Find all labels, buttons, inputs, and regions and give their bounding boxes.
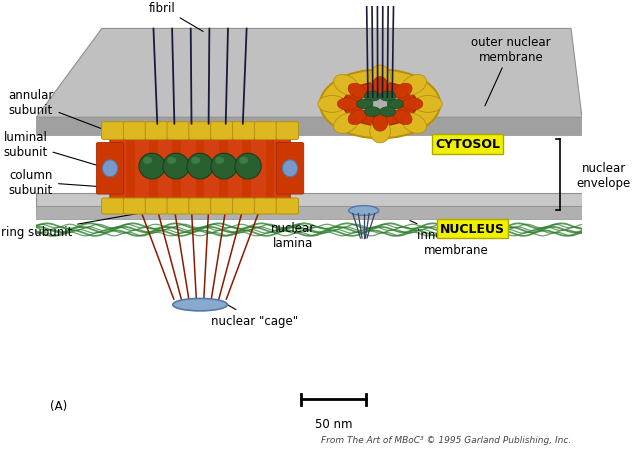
Polygon shape [37,193,582,207]
Ellipse shape [401,114,427,134]
Polygon shape [37,207,582,220]
Ellipse shape [364,107,380,117]
Bar [149,136,158,202]
Ellipse shape [372,115,387,132]
Text: nuclear
envelope: nuclear envelope [576,161,631,189]
Ellipse shape [348,110,367,125]
Ellipse shape [173,299,228,311]
Ellipse shape [318,96,346,113]
Text: luminal
subunit: luminal subunit [3,131,105,168]
Ellipse shape [394,84,412,99]
Ellipse shape [187,154,213,179]
Bar [126,136,135,202]
FancyBboxPatch shape [210,198,233,215]
Ellipse shape [364,92,380,102]
Ellipse shape [370,66,391,89]
FancyBboxPatch shape [110,129,290,209]
Ellipse shape [163,154,189,179]
Ellipse shape [343,83,417,126]
Ellipse shape [387,100,404,110]
Ellipse shape [380,92,396,102]
Ellipse shape [320,70,440,139]
Ellipse shape [337,98,358,111]
Text: ring subunit: ring subunit [1,209,164,239]
Bar [173,136,181,202]
Text: annular
subunit: annular subunit [8,88,116,135]
Text: outer nuclear
membrane: outer nuclear membrane [471,36,551,106]
FancyBboxPatch shape [123,198,146,215]
FancyBboxPatch shape [167,198,190,215]
Text: column
subunit: column subunit [9,168,121,196]
FancyBboxPatch shape [102,198,124,215]
Text: From The Art of MBoC³ © 1995 Garland Publishing, Inc.: From The Art of MBoC³ © 1995 Garland Pub… [321,435,571,444]
Ellipse shape [139,154,165,179]
Text: CYTOSOL: CYTOSOL [435,138,500,151]
FancyBboxPatch shape [167,122,190,140]
Ellipse shape [334,114,358,134]
FancyBboxPatch shape [189,198,211,215]
Ellipse shape [235,154,261,179]
Text: nuclear "cage": nuclear "cage" [211,303,298,327]
Text: (A): (A) [50,400,67,413]
FancyBboxPatch shape [233,198,255,215]
Text: nuclear
lamina: nuclear lamina [270,221,315,249]
Bar [242,136,251,202]
Text: inner nuclear
membrane: inner nuclear membrane [410,221,495,256]
Ellipse shape [283,161,298,177]
Polygon shape [37,118,582,136]
Text: 50 nm: 50 nm [315,417,353,430]
Ellipse shape [239,157,248,165]
Ellipse shape [191,157,200,165]
Ellipse shape [360,93,399,116]
Ellipse shape [143,157,152,165]
Ellipse shape [349,206,379,216]
FancyBboxPatch shape [145,198,167,215]
FancyBboxPatch shape [102,122,124,140]
Ellipse shape [380,107,396,117]
Ellipse shape [401,75,427,96]
Ellipse shape [414,96,442,113]
Ellipse shape [348,84,367,99]
Ellipse shape [102,161,118,177]
Ellipse shape [334,75,358,96]
Ellipse shape [402,98,423,111]
FancyBboxPatch shape [210,122,233,140]
Ellipse shape [370,120,391,143]
FancyBboxPatch shape [233,122,255,140]
FancyBboxPatch shape [189,122,211,140]
FancyBboxPatch shape [276,122,298,140]
Polygon shape [37,29,582,118]
Ellipse shape [372,78,387,94]
Bar [265,136,274,202]
FancyBboxPatch shape [276,143,304,195]
Bar [219,136,228,202]
Ellipse shape [211,154,237,179]
FancyBboxPatch shape [276,198,298,215]
Ellipse shape [167,157,176,165]
FancyBboxPatch shape [145,122,167,140]
FancyBboxPatch shape [97,143,124,195]
Bar [196,136,204,202]
Ellipse shape [394,110,412,125]
Text: fibril: fibril [149,2,203,32]
Ellipse shape [356,100,373,110]
FancyBboxPatch shape [254,198,277,215]
FancyBboxPatch shape [254,122,277,140]
Ellipse shape [215,157,224,165]
FancyBboxPatch shape [123,122,146,140]
Text: NUCLEUS: NUCLEUS [441,222,506,235]
